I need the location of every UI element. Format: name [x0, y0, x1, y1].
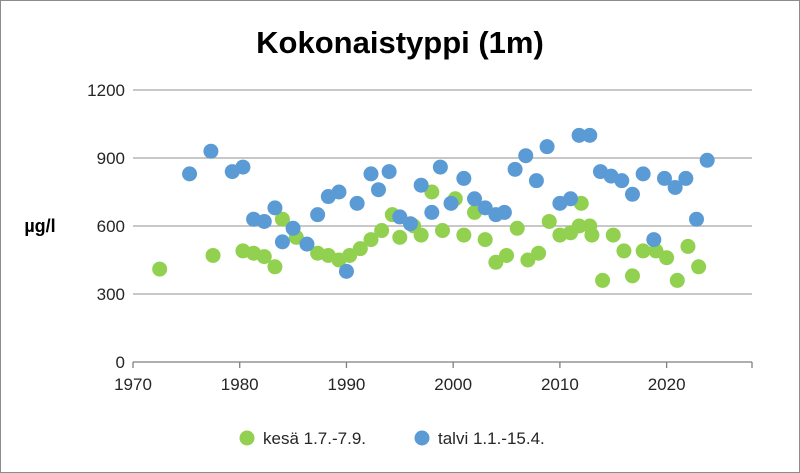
y-tick-label: 300	[97, 285, 125, 304]
data-point	[541, 213, 557, 229]
data-point	[267, 259, 283, 275]
data-point	[274, 211, 290, 227]
data-point	[363, 232, 379, 248]
axes	[132, 361, 753, 368]
legend-marker	[414, 430, 430, 446]
data-point	[435, 223, 450, 239]
data-point	[370, 182, 386, 198]
data-point	[496, 204, 512, 220]
data-point	[331, 184, 347, 200]
data-point	[584, 227, 600, 243]
data-point	[488, 254, 504, 270]
data-point	[616, 243, 632, 259]
data-point	[256, 249, 272, 265]
data-point	[518, 148, 534, 164]
data-point	[152, 261, 168, 277]
data-point	[699, 152, 715, 168]
data-point	[182, 166, 198, 182]
data-point	[477, 232, 493, 248]
x-tick-label: 2010	[541, 375, 579, 394]
data-point	[363, 166, 379, 182]
data-point	[467, 191, 483, 207]
data-point	[267, 200, 283, 216]
data-point	[646, 232, 662, 248]
data-point	[299, 236, 315, 252]
legend: kesä 1.7.-7.9. talvi 1.1.-15.4.	[239, 429, 545, 448]
data-point	[648, 243, 664, 259]
data-point	[528, 173, 544, 189]
data-point	[443, 195, 459, 211]
data-point	[432, 159, 448, 175]
data-point	[285, 220, 301, 236]
x-tick-label: 1980	[221, 375, 259, 394]
data-point	[595, 272, 611, 288]
data-point	[392, 229, 408, 245]
series-2	[182, 127, 715, 279]
data-point	[656, 170, 672, 186]
data-point	[509, 220, 525, 236]
data-point	[352, 241, 368, 257]
x-tick-label: 1990	[328, 375, 366, 394]
data-point	[539, 139, 555, 155]
y-tick-label: 900	[97, 149, 125, 168]
data-point	[413, 227, 429, 243]
series-1	[152, 184, 707, 288]
legend-label: kesä 1.7.-7.9.	[263, 429, 366, 448]
data-point	[563, 191, 579, 207]
legend-label: talvi 1.1.-15.4.	[438, 429, 545, 448]
data-point	[256, 213, 272, 229]
data-point	[424, 204, 440, 220]
data-point	[680, 238, 696, 254]
data-point	[669, 272, 685, 288]
y-tick-label: 0	[116, 353, 125, 372]
data-point	[349, 195, 365, 211]
data-point	[659, 250, 675, 266]
data-point	[624, 268, 640, 284]
tick-labels: 0 300 600 900 1200 1970 1980 1990 2000 2010 2020	[87, 81, 685, 394]
data-points	[152, 127, 715, 288]
data-point	[624, 186, 640, 202]
data-point	[456, 227, 472, 243]
data-point	[689, 211, 705, 227]
data-point	[499, 247, 515, 263]
data-point	[678, 170, 694, 186]
y-tick-label: 1200	[87, 81, 125, 100]
data-point	[203, 143, 219, 159]
data-point	[635, 243, 651, 259]
data-point	[614, 173, 630, 189]
data-point	[310, 207, 326, 223]
data-point	[531, 245, 547, 261]
data-point	[635, 166, 651, 182]
gridlines	[133, 89, 752, 295]
data-point	[571, 127, 587, 143]
data-point	[342, 247, 358, 263]
data-point	[413, 177, 429, 193]
chart-title: Kokonaistyppi (1m)	[256, 25, 544, 60]
data-point	[667, 179, 683, 195]
data-point	[605, 227, 621, 243]
data-point	[392, 209, 408, 225]
data-point	[571, 218, 587, 234]
x-tick-label: 2000	[434, 375, 472, 394]
data-point	[691, 259, 707, 275]
y-tick-label: 600	[97, 217, 125, 236]
data-point	[520, 252, 536, 268]
data-point	[381, 164, 397, 180]
y-axis-label: µg/l	[24, 216, 55, 236]
data-point	[205, 247, 221, 263]
data-point	[235, 159, 251, 175]
data-point	[477, 200, 493, 216]
legend-marker	[239, 430, 255, 446]
data-point	[582, 127, 598, 143]
data-point	[338, 263, 354, 279]
data-point	[507, 161, 523, 177]
data-point	[456, 170, 472, 186]
data-point	[274, 234, 290, 250]
x-tick-label: 2020	[648, 375, 686, 394]
data-point	[374, 223, 390, 239]
data-point	[402, 216, 418, 232]
x-tick-label: 1970	[114, 375, 152, 394]
data-point	[424, 184, 440, 200]
